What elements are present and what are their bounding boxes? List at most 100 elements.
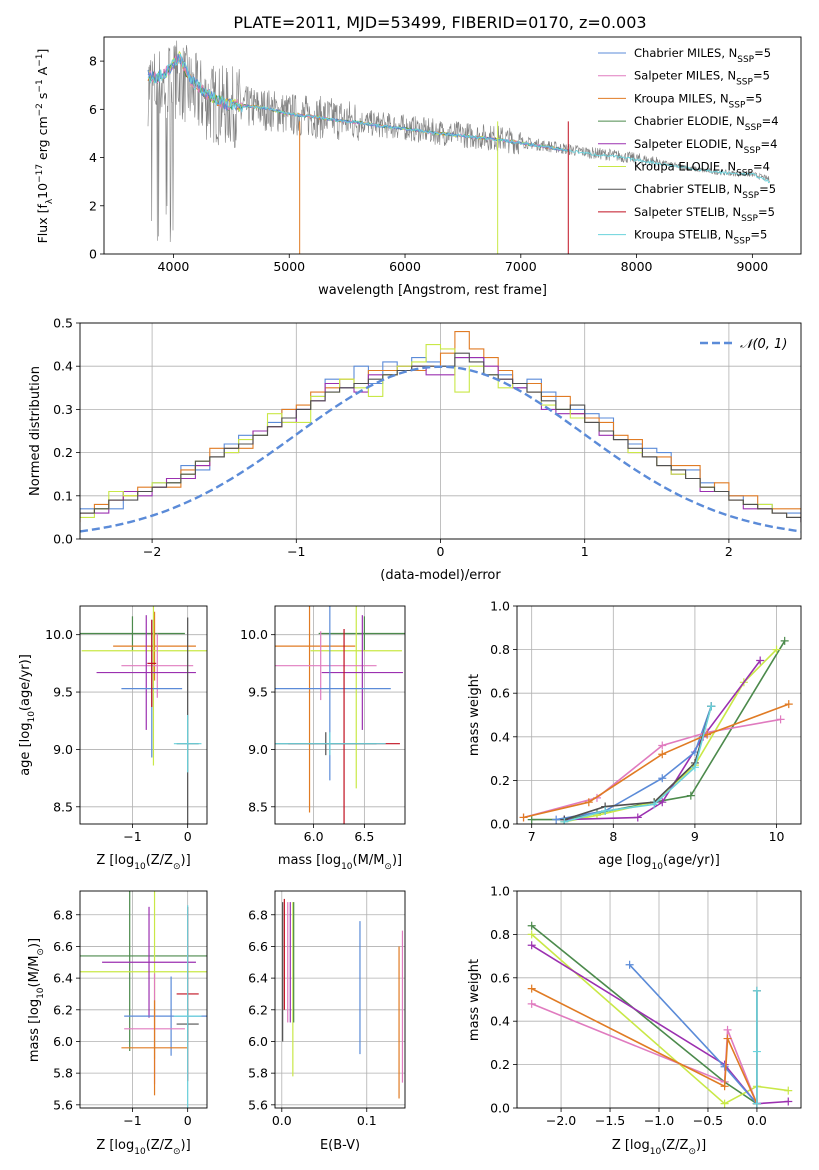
legend-label-part: Kroupa STELIB, N [634,228,734,242]
series-point [527,930,536,939]
y-tick-label: 6.6 [248,939,268,954]
y-tick-label: 6.2 [248,1002,268,1017]
series-point [784,1086,793,1095]
plot-area [282,898,404,1099]
y-tick-label: 0.0 [490,817,510,832]
legend-label-part: =5 [754,46,771,60]
legend-label-part: SSP [736,78,753,88]
series-point [690,763,699,772]
y-tick-label: 6.6 [53,939,73,954]
legend-label-part: SSP [737,55,754,65]
x-tick-label: 5000 [273,259,305,274]
legend-label-part: =4 [762,114,779,128]
x-tick-label: 9000 [736,259,768,274]
legend-label-part: =5 [758,205,775,219]
x-tick-label: 4000 [158,259,190,274]
y-tick-label: 1.0 [490,884,510,899]
x-tick-label: 0 [184,829,192,844]
x-tick-label: −2 [143,544,161,559]
y-tick-label: 4 [89,150,97,165]
legend-label-part: SSP [734,237,751,247]
y-axis-label: mass [log10(M/M⊙)] [27,938,46,1062]
x-axis-label-part: Z [log [96,853,134,868]
y-tick-label: 9.5 [53,685,73,700]
series-point [780,636,789,645]
x-axis-label: mass [log10(M/M⊙)] [278,853,402,872]
legend-label-part: =5 [753,69,770,83]
x-axis-label-part: age [log [598,853,651,868]
x-tick-label: 9 [691,829,699,844]
legend-label-part: SSP [729,100,746,110]
plot-area [80,891,207,1108]
x-axis-label-part: 10 [134,1147,146,1157]
y-axis-label: Flux [fλ10−17 erg cm−2 s−1 A−1] [35,49,55,244]
y-axis-label-part: ⊙ [36,948,46,956]
legend-label: Kroupa ELODIE, NSSP=4 [634,160,770,179]
legend-label: Salpeter MILES, NSSP=5 [634,69,770,88]
y-axis-label-part: age [log [18,723,33,776]
x-tick-label: 6.0 [304,829,324,844]
y-axis-label-part: (age/yr)] [18,654,33,711]
y-tick-label: 6.2 [53,1002,73,1017]
series-point [703,730,712,739]
series-point [776,715,785,724]
series-point [633,813,642,822]
x-axis-label-part: (Z/Z [661,1138,688,1153]
y-axis-label-part: s [35,93,50,104]
series-point [527,921,536,930]
axes-frame [274,890,406,1109]
legend-label-part: SSP [745,123,762,133]
y-axis-label-part: mass [log [27,999,42,1062]
y-axis-label-part: λ [45,198,55,204]
series-line [531,987,758,1105]
x-axis-label-part: 10 [651,862,663,872]
y-axis-label: Normed distribution [28,366,43,496]
x-tick-label: 8000 [621,259,653,274]
x-tick-label: −1.0 [644,1113,674,1128]
y-tick-label: 6.4 [248,971,268,986]
legend-label: Salpeter STELIB, NSSP=5 [634,205,775,224]
series-point [527,815,536,824]
y-tick-label: 9.0 [53,742,73,757]
series-point [707,702,716,711]
spectrum-model-line [147,53,770,184]
legend-label-part: Kroupa MILES, N [634,91,729,105]
x-axis-label-part: ⊙ [173,1147,181,1157]
series-point [756,656,765,665]
y-tick-label: 0.3 [53,402,73,417]
series-point [527,941,536,950]
series-point [584,798,593,807]
axes-frame [79,890,208,1109]
legend-label-part: Chabrier ELODIE, N [634,114,745,128]
spectrum-data-line [147,40,770,243]
y-tick-label: 0.2 [53,445,73,460]
series-point [601,806,610,815]
x-axis-label: Z [log10(Z/Z⊙)] [96,1138,190,1157]
series-point [720,1082,729,1091]
axes-spectrum: 4000 5000 6000 7000 8000 9000 0 2 4 6 8 wavelength … [35,36,802,298]
x-axis-label-part: (age/yr)] [663,853,720,868]
x-axis-label-part: ⊙ [688,1147,696,1157]
x-tick-label: 7000 [505,259,537,274]
x-axis-label: (data-model)/error [380,568,501,583]
y-tick-label: 0.1 [53,488,73,503]
x-axis-label-part: (Z/Z [146,1138,173,1153]
plot-area [80,331,801,533]
x-axis-label-part: Z [log [96,1138,134,1153]
x-tick-label: 0 [184,1113,192,1128]
x-axis-label-part: )] [181,1138,191,1153]
plot-area [275,606,405,824]
x-axis-label-part: )] [392,853,402,868]
y-axis-label-part: 10 [36,987,46,999]
y-tick-label: 5.8 [53,1066,73,1081]
x-tick-label: 0 [437,544,445,559]
y-tick-label: 0.8 [490,642,510,657]
legend-label-part: =5 [745,91,762,105]
axes-frame [516,605,802,825]
y-tick-label: 0.0 [490,1101,510,1116]
y-tick-label: 10.0 [45,627,73,642]
y-axis-label-part: )] [27,938,42,948]
y-tick-label: 0.2 [490,1057,510,1072]
